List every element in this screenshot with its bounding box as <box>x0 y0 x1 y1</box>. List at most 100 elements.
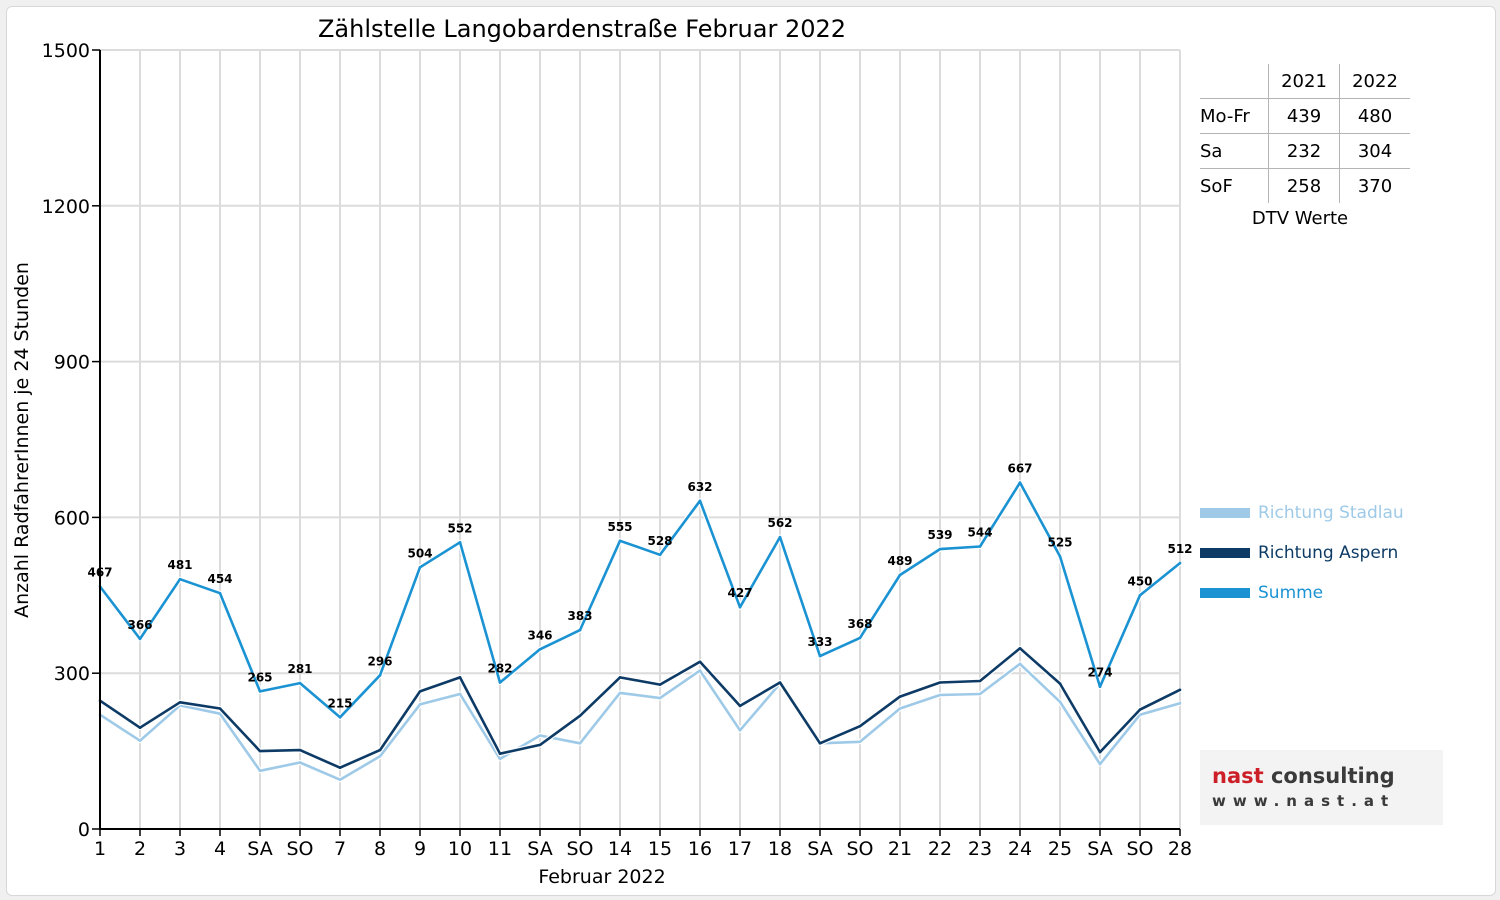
data-point <box>178 577 182 581</box>
data-label: 281 <box>287 662 312 676</box>
data-point <box>738 729 742 732</box>
data-label: 215 <box>327 696 352 710</box>
company-logo: nast consulting www.nast.at <box>1200 750 1443 825</box>
dtv-value-2021: 258 <box>1268 168 1340 203</box>
data-point <box>1178 561 1182 565</box>
data-point <box>1138 708 1142 711</box>
dtv-value-2021: 439 <box>1268 98 1340 134</box>
legend-item-aspern: Richtung Aspern <box>1200 533 1404 573</box>
x-tick-label: 25 <box>1048 838 1072 860</box>
x-tick-label: SA <box>247 838 272 860</box>
data-point <box>1018 481 1022 484</box>
y-tick-label: 900 <box>54 352 90 374</box>
x-tick-label: 11 <box>488 838 512 860</box>
dtv-row-mofr: Mo-Fr 439 480 <box>1200 98 1410 134</box>
data-point <box>1058 682 1062 685</box>
chart-legend: Richtung Stadlau Richtung Aspern Summe <box>1200 493 1404 613</box>
data-point <box>738 704 742 708</box>
data-point <box>138 726 142 730</box>
data-point <box>258 769 262 773</box>
x-tick-label: 9 <box>414 838 426 860</box>
data-point <box>1018 646 1022 650</box>
data-point <box>138 739 142 743</box>
legend-swatch-stadlau <box>1200 508 1250 518</box>
y-tick-label: 300 <box>54 663 90 685</box>
data-point <box>618 539 622 543</box>
data-point <box>898 695 902 698</box>
data-label: 632 <box>687 480 712 494</box>
x-tick-label: SA <box>527 838 552 860</box>
data-point <box>778 535 782 539</box>
series-line-richtung-aspern <box>99 646 1181 770</box>
x-tick-label: 8 <box>374 838 386 860</box>
x-tick-label: 24 <box>1008 838 1032 860</box>
y-tick-label: 1200 <box>42 196 90 218</box>
data-label: 528 <box>647 534 672 548</box>
data-label: 427 <box>727 586 752 600</box>
data-point <box>938 693 942 697</box>
data-label: 539 <box>927 528 952 542</box>
x-tick-label: 16 <box>688 838 712 860</box>
x-tick-label: 4 <box>214 838 226 860</box>
data-point <box>578 714 582 718</box>
data-point <box>978 692 982 696</box>
data-label: 265 <box>247 670 272 684</box>
x-tick-label: SO <box>286 838 313 860</box>
data-point <box>538 648 542 651</box>
x-tick-label: SO <box>1126 838 1153 860</box>
data-point <box>1058 555 1062 558</box>
dtv-row-label: SoF <box>1200 175 1233 197</box>
dtv-row-label: Sa <box>1200 133 1269 169</box>
data-point <box>338 716 342 719</box>
dtv-table: 2021 2022 Mo-Fr 439 480 Sa 232 304 SoF 2… <box>1200 64 1410 203</box>
dtv-value-2022: 304 <box>1339 133 1410 169</box>
x-axis-label: Februar 2022 <box>538 866 665 888</box>
dtv-row-sa: Sa 232 304 <box>1200 133 1410 169</box>
data-labels: 4673664814542652812152965045522823463835… <box>87 462 1192 711</box>
data-label: 450 <box>1127 574 1152 588</box>
data-point <box>658 683 662 686</box>
data-point <box>1058 700 1062 704</box>
data-point <box>458 692 462 696</box>
data-point <box>378 754 382 758</box>
data-point <box>458 541 462 544</box>
data-label: 282 <box>487 662 512 676</box>
x-tick-label: 2 <box>134 838 146 860</box>
logo-url: www.nast.at <box>1212 792 1396 810</box>
data-point <box>258 690 262 693</box>
dtv-value-2022: 370 <box>1357 175 1393 197</box>
data-point <box>698 660 702 664</box>
data-point <box>418 703 422 706</box>
data-point <box>738 605 742 609</box>
data-point <box>618 676 622 679</box>
dtv-header-row: 2021 2022 <box>1200 64 1410 99</box>
legend-label-summe: Summe <box>1258 583 1324 603</box>
series-lines <box>98 480 1182 783</box>
x-tick-label: 3 <box>174 838 186 860</box>
data-label: 552 <box>447 521 472 535</box>
data-point <box>658 696 662 700</box>
legend-label-stadlau: Richtung Stadlau <box>1258 503 1404 523</box>
legend-swatch-aspern <box>1200 548 1250 558</box>
data-point <box>898 573 902 577</box>
data-point <box>578 628 582 632</box>
y-axis-label: Anzahl RadfahrerInnen je 24 Stunden <box>11 262 33 618</box>
data-point <box>1178 702 1182 705</box>
data-label: 562 <box>767 516 792 530</box>
x-tick-label: 21 <box>888 838 912 860</box>
data-point <box>298 681 302 685</box>
data-label: 525 <box>1047 535 1072 549</box>
data-point <box>898 707 902 710</box>
y-tick-label: 600 <box>54 507 90 529</box>
data-point <box>1098 762 1102 766</box>
x-tick-label: 1 <box>94 838 106 860</box>
data-point <box>1138 594 1142 597</box>
data-point <box>858 740 862 744</box>
x-tick-label: 22 <box>928 838 952 860</box>
x-tick-label: 17 <box>728 838 752 860</box>
x-tick-label: 15 <box>648 838 672 860</box>
data-point <box>218 591 222 595</box>
data-point <box>538 743 542 747</box>
x-tick-label: 28 <box>1168 838 1192 860</box>
